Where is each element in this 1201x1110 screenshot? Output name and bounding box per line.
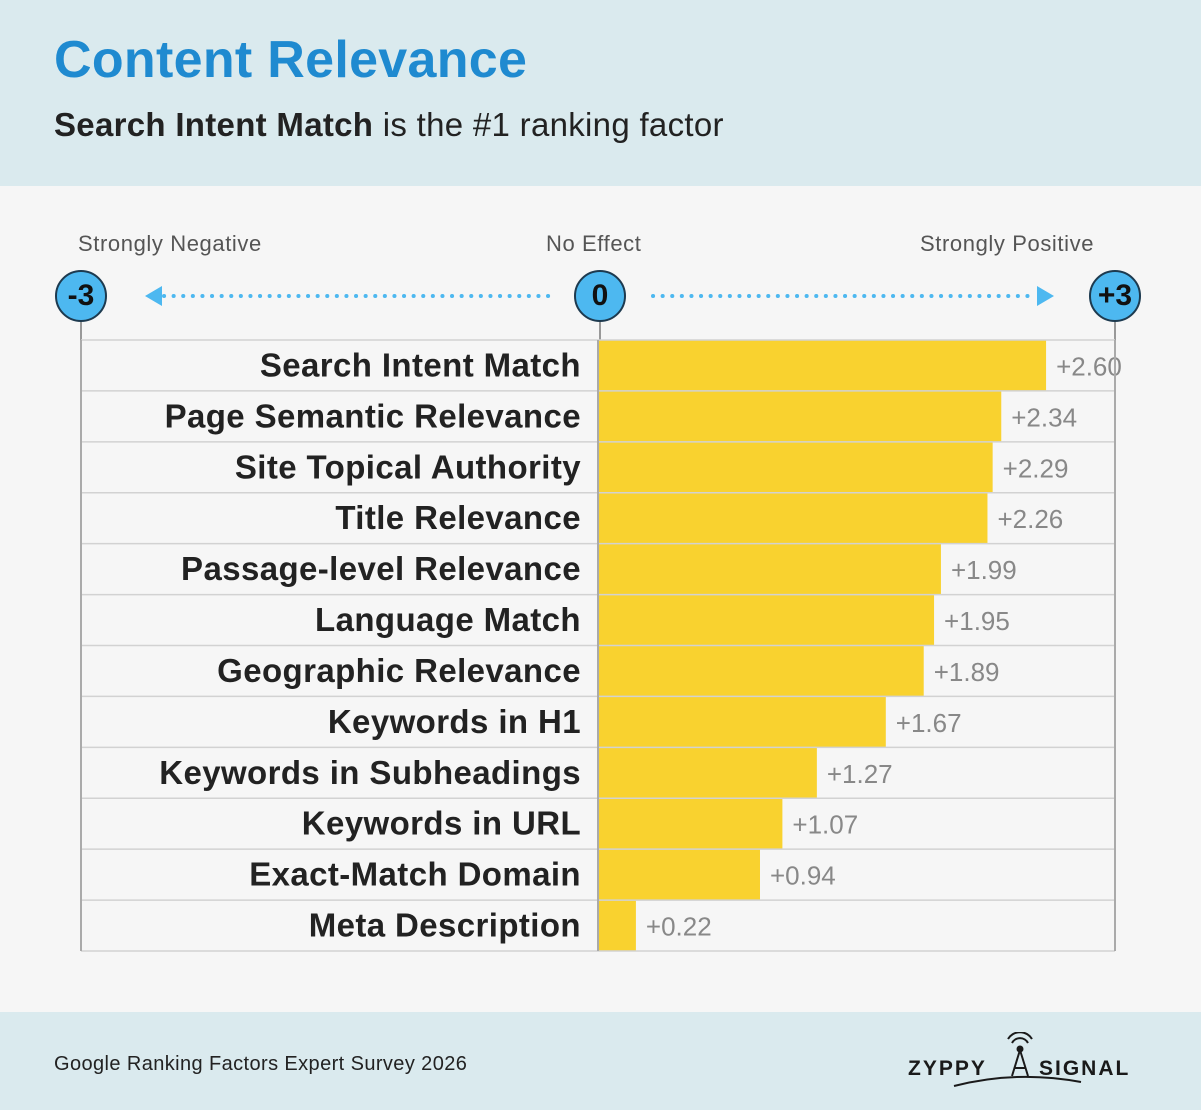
scale-label-negative: Strongly Negative: [78, 231, 262, 256]
value-label: +1.99: [951, 555, 1017, 585]
footer: [0, 1012, 1201, 1110]
value-label: +0.94: [770, 861, 836, 891]
value-label: +1.89: [934, 657, 1000, 687]
bar: [598, 340, 1047, 391]
source-note: Google Ranking Factors Expert Survey 202…: [54, 1053, 468, 1075]
bar: [598, 594, 935, 646]
value-label: +2.34: [1011, 402, 1077, 432]
scale-label-neutral: No Effect: [546, 231, 642, 256]
scale-min-badge: -3: [55, 270, 107, 322]
category-label: Keywords in H1: [328, 703, 581, 740]
subtitle-emphasis: Search Intent Match: [54, 106, 374, 143]
bar-chart: Search Intent Match +2.60 Page Semantic Re…: [80, 339, 1122, 952]
bar: [598, 390, 1002, 442]
scale-label-positive: Strongly Positive: [920, 231, 1095, 256]
value-label: +1.67: [896, 708, 962, 738]
category-label: Page Semantic Relevance: [165, 397, 581, 434]
value-label: +2.29: [1003, 453, 1069, 483]
value-label: +1.27: [827, 759, 893, 789]
bar: [598, 900, 636, 951]
value-label: +2.60: [1056, 351, 1122, 381]
subtitle-rest: is the #1 ranking factor: [373, 106, 724, 143]
value-label: +0.22: [646, 912, 712, 942]
logo-text-right: SIGNAL: [1039, 1057, 1130, 1080]
page-title: Content Relevance: [54, 31, 528, 89]
bar: [598, 798, 783, 850]
scale-max-badge: +3: [1089, 270, 1141, 322]
category-label: Keywords in URL: [302, 805, 581, 842]
value-label: +1.07: [792, 810, 858, 840]
category-label: Geographic Relevance: [217, 652, 581, 689]
category-label: Passage-level Relevance: [181, 550, 581, 587]
header: [0, 0, 1201, 186]
logo-text-left: ZYPPY: [908, 1057, 987, 1080]
bar: [598, 696, 886, 748]
bar: [598, 492, 988, 544]
scale-zero-badge: 0: [574, 270, 626, 322]
bar: [598, 645, 924, 697]
arrow-right-head: [1037, 286, 1054, 306]
category-label: Keywords in Subheadings: [159, 754, 581, 791]
bar: [598, 441, 993, 493]
category-label: Meta Description: [309, 907, 581, 944]
category-label: Language Match: [315, 601, 581, 638]
bar: [598, 849, 760, 901]
zyppy-signal-logo: ZYPPY SIGNAL: [908, 1032, 1130, 1087]
bar: [598, 747, 817, 799]
category-label: Site Topical Authority: [235, 448, 581, 485]
signal-tower-icon: [953, 1032, 1082, 1087]
category-label: Search Intent Match: [260, 346, 581, 383]
page-subtitle: Search Intent Match is the #1 ranking fa…: [54, 106, 724, 144]
category-label: Title Relevance: [335, 499, 581, 536]
bar: [598, 543, 941, 595]
category-label: Exact-Match Domain: [249, 856, 581, 893]
value-label: +1.95: [944, 606, 1010, 636]
value-label: +2.26: [997, 504, 1063, 534]
scale-arrows: [80, 286, 1116, 340]
arrow-left-head: [145, 286, 162, 306]
